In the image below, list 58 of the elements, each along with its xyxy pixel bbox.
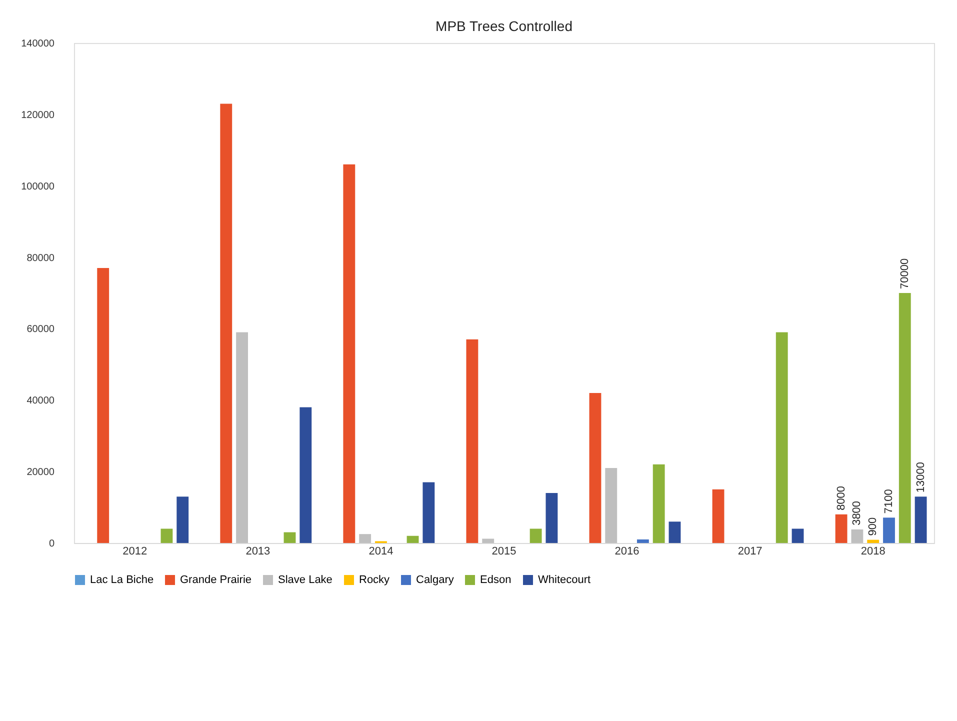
bar [482, 538, 494, 543]
data-label: 13000 [914, 462, 927, 493]
y-tick-label: 140000 [21, 38, 55, 50]
bar [668, 522, 681, 543]
bar [776, 332, 788, 543]
bar [652, 464, 665, 543]
legend-label: Lac La Biche [90, 574, 154, 586]
x-tick-label: 2012 [122, 546, 148, 558]
data-label: 7100 [883, 489, 895, 514]
bar [422, 482, 435, 543]
x-tick-label: 2016 [614, 546, 640, 558]
legend-label: Grande Prairie [180, 574, 252, 586]
legend-label: Slave Lake [278, 574, 332, 586]
bar [220, 104, 232, 543]
y-tick-label: 40000 [26, 396, 55, 407]
bar [466, 339, 478, 543]
bar [867, 540, 880, 543]
x-tick-label: 2013 [246, 546, 270, 558]
bar [835, 514, 848, 543]
y-tick-label: 120000 [21, 110, 55, 121]
bar [284, 532, 296, 543]
data-label: 900 [867, 517, 880, 536]
bar [530, 528, 542, 543]
x-tick-label: 2015 [492, 546, 516, 558]
chart-title: MPB Trees Controlled [436, 18, 572, 34]
bar [898, 293, 911, 543]
y-tick-label: 80000 [26, 252, 55, 264]
legend-label: Edson [480, 574, 512, 586]
y-tick-label: 60000 [26, 324, 55, 336]
bar [712, 489, 724, 543]
bar [914, 496, 927, 543]
data-label: 8000 [835, 486, 848, 510]
bar [300, 407, 312, 543]
bar [359, 534, 372, 543]
y-tick-label: 0 [48, 538, 55, 550]
data-label: 70000 [898, 258, 911, 289]
bar [883, 518, 895, 543]
x-tick-label: 2018 [860, 546, 886, 558]
x-tick-label: 2014 [368, 546, 394, 558]
bar [546, 493, 558, 543]
data-label: 3800 [851, 500, 864, 526]
x-tick-label: 2017 [738, 546, 762, 558]
bar [406, 536, 419, 543]
bar [236, 332, 248, 543]
y-tick-label: 100000 [21, 181, 55, 192]
legend-label: Calgary [416, 574, 454, 586]
y-tick-label: 20000 [26, 467, 55, 478]
bar [851, 529, 864, 543]
bar [176, 496, 189, 543]
legend-label: Whitecourt [538, 574, 591, 586]
bar [792, 528, 804, 543]
legend-label: Rocky [359, 574, 390, 586]
bar [605, 468, 618, 543]
bar [97, 268, 110, 543]
bar [160, 528, 173, 543]
bar [589, 393, 602, 543]
bar [343, 164, 356, 543]
bar [636, 539, 649, 543]
